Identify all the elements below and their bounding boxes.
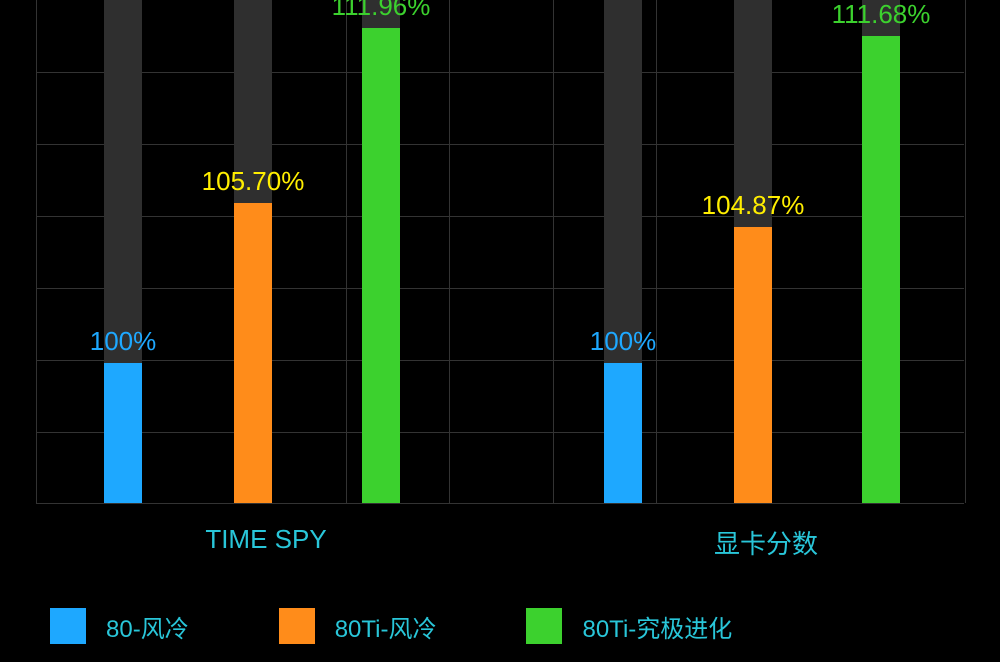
legend: 80-风冷 80Ti-风冷 80Ti-究极进化	[50, 608, 732, 644]
bar-value-label: 105.70%	[173, 166, 333, 197]
legend-item-s2: 80Ti-风冷	[279, 608, 437, 644]
legend-swatch	[279, 608, 315, 644]
gridline-vertical	[449, 0, 450, 503]
legend-label: 80Ti-究极进化	[582, 609, 732, 644]
gridline-vertical	[656, 0, 657, 503]
bar-s1-cat1	[604, 363, 642, 503]
gridline-horizontal	[37, 360, 964, 361]
chart-plot-area: 100% 105.70% 111.96% 100% 104.87% 111.68%	[36, 0, 964, 504]
legend-swatch	[526, 608, 562, 644]
gridline-horizontal	[37, 72, 964, 73]
bar-s2-cat0	[234, 203, 272, 503]
gridline-horizontal	[37, 144, 964, 145]
category-label: TIME SPY	[205, 524, 326, 555]
bar-value-label: 100%	[543, 326, 703, 357]
gridline-horizontal	[37, 288, 964, 289]
legend-swatch	[50, 608, 86, 644]
legend-item-s1: 80-风冷	[50, 608, 189, 644]
gridline-vertical	[346, 0, 347, 503]
bar-value-label: 104.87%	[673, 190, 833, 221]
gridline-horizontal	[37, 432, 964, 433]
bar-s1-cat0	[104, 363, 142, 503]
legend-item-s3: 80Ti-究极进化	[526, 608, 732, 644]
bar-s3-cat1	[862, 36, 900, 503]
bar-value-label: 100%	[43, 326, 203, 357]
legend-label: 80-风冷	[106, 609, 189, 644]
gridline-vertical	[965, 0, 966, 503]
bar-value-label: 111.68%	[801, 0, 961, 30]
bar-s2-cat1	[734, 227, 772, 503]
category-label: 显卡分数	[714, 524, 818, 561]
legend-label: 80Ti-风冷	[335, 609, 437, 644]
bar-value-label: 111.96%	[301, 0, 461, 22]
bar-s3-cat0	[362, 28, 400, 503]
gridline-vertical	[553, 0, 554, 503]
